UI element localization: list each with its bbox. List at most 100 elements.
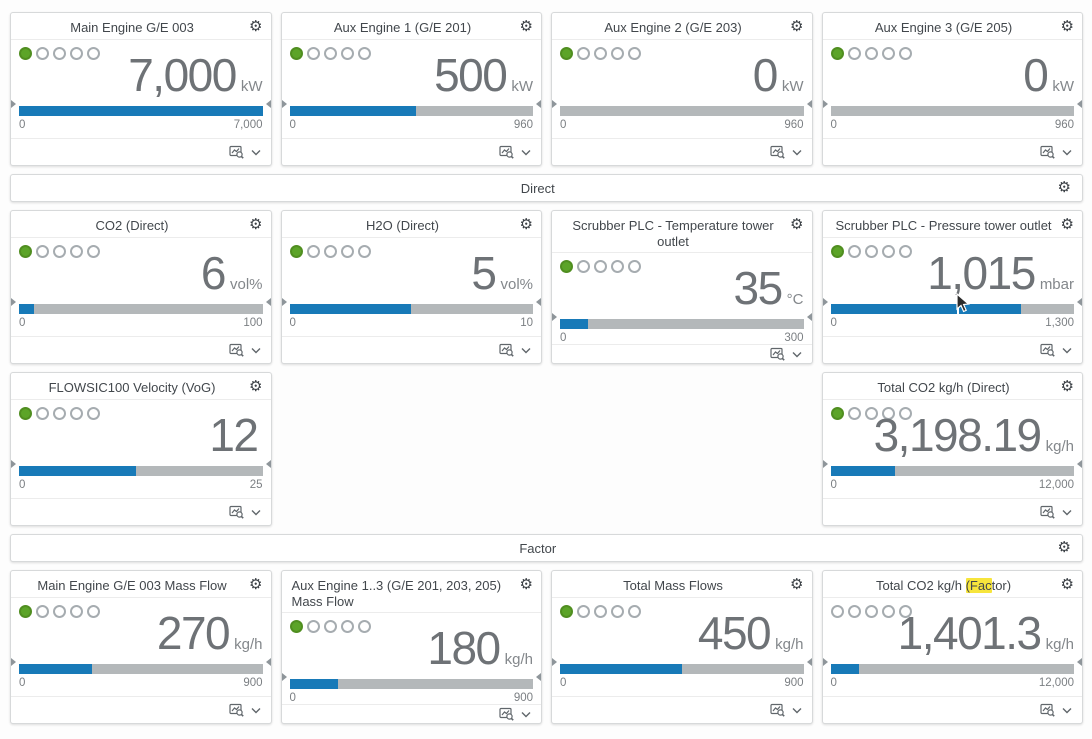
- status-dot-active: [289, 620, 303, 634]
- gear-icon[interactable]: ⚙: [1060, 378, 1074, 395]
- gear-icon[interactable]: ⚙: [1060, 216, 1074, 233]
- value-row: 7,000 kW: [19, 49, 262, 101]
- card-row: Main Engine G/E 003 Mass Flow ⚙ 270 kg/h…: [10, 570, 1083, 724]
- value-row: 6 vol%: [19, 247, 263, 299]
- card-body: 450 kg/h 0 900: [552, 598, 812, 696]
- gear-icon[interactable]: ⚙: [519, 18, 533, 35]
- status-dot: [36, 605, 49, 618]
- status-dot: [628, 605, 641, 618]
- card-header: Total Mass Flows ⚙: [552, 571, 812, 598]
- gauge-card: Aux Engine 3 (G/E 205) ⚙ 0 kW 0 960: [821, 12, 1083, 166]
- chevron-down-icon[interactable]: [251, 347, 261, 354]
- gauge-bar-fill: [19, 466, 136, 476]
- gear-icon[interactable]: ⚙: [790, 576, 804, 593]
- chart-zoom-icon[interactable]: [769, 703, 785, 717]
- gauge-range: 0 960: [560, 119, 804, 131]
- card-row: Main Engine G/E 003 ⚙ 7,000 kW 0 7,000: [10, 12, 1083, 166]
- gear-icon[interactable]: ⚙: [790, 216, 804, 233]
- chart-zoom-icon[interactable]: [499, 145, 514, 159]
- chart-zoom-icon[interactable]: [228, 343, 244, 357]
- gauge-max: 960: [1054, 119, 1074, 131]
- card-footer: [11, 498, 271, 525]
- chart-zoom-icon[interactable]: [769, 145, 785, 159]
- gear-icon[interactable]: ⚙: [249, 18, 263, 35]
- chart-zoom-icon[interactable]: [769, 347, 785, 361]
- card-footer: [11, 138, 271, 165]
- status-dot-active: [560, 605, 573, 618]
- chart-zoom-icon[interactable]: [1040, 703, 1055, 717]
- status-dot: [323, 47, 337, 60]
- value-row: 35 °C: [560, 262, 803, 314]
- bar-max-marker-icon: [536, 100, 541, 108]
- gear-icon[interactable]: ⚙: [1057, 539, 1071, 556]
- chevron-down-icon[interactable]: [792, 149, 802, 156]
- chart-zoom-icon[interactable]: [1040, 505, 1055, 519]
- chart-zoom-icon[interactable]: [499, 343, 514, 357]
- gauge-max: 12,000: [1038, 677, 1074, 689]
- chevron-down-icon[interactable]: [521, 347, 531, 354]
- card-title-text: tor): [991, 578, 1012, 593]
- chart-zoom-icon[interactable]: [228, 145, 244, 159]
- bar-min-marker-icon: [11, 298, 16, 306]
- gauge-bar-fill: [289, 304, 412, 314]
- chevron-down-icon[interactable]: [792, 351, 802, 358]
- gauge-value: 450: [697, 607, 772, 659]
- chevron-down-icon[interactable]: [1062, 509, 1072, 516]
- gear-icon[interactable]: ⚙: [1060, 576, 1074, 593]
- bar-max-marker-icon: [265, 460, 271, 468]
- card-footer: [281, 138, 541, 165]
- chevron-down-icon[interactable]: [521, 711, 531, 718]
- status-dot: [87, 407, 100, 420]
- card-footer: [822, 336, 1082, 363]
- bar-min-marker-icon: [822, 658, 828, 666]
- chevron-down-icon[interactable]: [1062, 149, 1072, 156]
- chevron-down-icon[interactable]: [792, 707, 802, 714]
- card-title: Scrubber PLC - Temperature tower outlet: [572, 218, 774, 249]
- chart-zoom-icon[interactable]: [228, 505, 244, 519]
- gear-icon[interactable]: ⚙: [519, 576, 533, 593]
- gauge-unit: kg/h: [234, 636, 263, 653]
- status-dot: [898, 47, 912, 60]
- gauge-bar-fill: [560, 664, 682, 674]
- chevron-down-icon[interactable]: [251, 509, 261, 516]
- card-footer: [281, 704, 541, 723]
- gauge-unit: kg/h: [1045, 636, 1074, 653]
- gauge-range: 0 7,000: [19, 119, 263, 131]
- status-indicators: [830, 245, 1075, 258]
- gauge-bar-track: [830, 664, 1074, 674]
- bar-max-marker-icon: [265, 100, 271, 108]
- chart-zoom-icon[interactable]: [499, 707, 514, 721]
- gear-icon[interactable]: ⚙: [249, 378, 263, 395]
- gauge-unit: kW: [511, 78, 533, 95]
- chevron-down-icon[interactable]: [1062, 347, 1072, 354]
- status-dot: [87, 605, 100, 618]
- chevron-down-icon[interactable]: [1062, 707, 1072, 714]
- gauge-max: 900: [784, 677, 804, 689]
- card-row: CO2 (Direct) ⚙ 6 vol% 0 100: [10, 210, 1083, 364]
- gauge-value: 3,198.19: [873, 409, 1043, 461]
- card-body: 7,000 kW 0 7,000: [11, 40, 271, 138]
- card-title: FLOWSIC100 Velocity (VoG): [48, 380, 216, 395]
- chevron-down-icon[interactable]: [251, 149, 261, 156]
- chevron-down-icon[interactable]: [521, 149, 531, 156]
- gauge-value: 180: [427, 622, 501, 675]
- gauge-range: 0 900: [19, 677, 263, 689]
- gear-icon[interactable]: ⚙: [519, 216, 533, 233]
- status-indicators: [560, 605, 804, 618]
- status-dot: [628, 260, 641, 274]
- chart-zoom-icon[interactable]: [1040, 145, 1055, 159]
- gauge-bar-fill: [19, 304, 34, 314]
- gauge-min: 0: [19, 119, 26, 131]
- gear-icon[interactable]: ⚙: [249, 216, 263, 233]
- chart-zoom-icon[interactable]: [1040, 343, 1055, 357]
- gear-icon[interactable]: ⚙: [790, 18, 804, 35]
- gauge-max: 900: [513, 692, 533, 705]
- gauge-max: 900: [243, 677, 263, 689]
- gauge-range: 0 960: [290, 119, 534, 131]
- gear-icon[interactable]: ⚙: [1060, 18, 1074, 35]
- chart-zoom-icon[interactable]: [228, 703, 244, 717]
- gear-icon[interactable]: ⚙: [1057, 179, 1071, 196]
- gear-icon[interactable]: ⚙: [249, 576, 263, 593]
- chevron-down-icon[interactable]: [251, 707, 261, 714]
